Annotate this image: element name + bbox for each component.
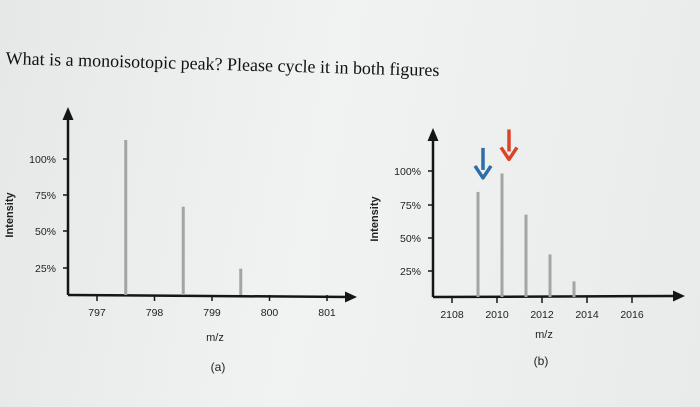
chart-a-panel-label: (a): [211, 360, 226, 374]
chart-b-red-arrow: [499, 129, 519, 162]
chart-a-peak: [181, 206, 185, 295]
chart-b-xtick-label: 2016: [620, 309, 644, 321]
chart-a-xtick-label: 797: [88, 307, 106, 319]
chart-b-ytick-label: 50%: [400, 233, 421, 245]
chart-a-ytick-label: 50%: [35, 226, 56, 238]
chart-b-xtick-label: 2012: [530, 309, 554, 321]
chart-a-ylabel: Intensity: [4, 192, 16, 238]
chart-a: Intensity 25% 50% 75% 100% 797 798 799 800 801 m…: [4, 107, 357, 374]
chart-b-panel-label: (b): [534, 354, 549, 368]
chart-a-ytick-label: 100%: [29, 154, 56, 166]
chart-a-ytick-label: 75%: [35, 190, 56, 202]
chart-b-peak: [476, 191, 480, 297]
chart-a-x-arrowhead: [345, 291, 357, 303]
chart-b-xtick-label: 2108: [440, 309, 464, 321]
chart-b-blue-arrow: [473, 147, 493, 180]
chart-b-xlabel: m/z: [535, 329, 553, 341]
chart-b-y-arrowhead: [427, 128, 439, 141]
chart-b-ytick-label: 25%: [400, 266, 421, 278]
chart-a-y-arrowhead: [62, 107, 74, 120]
chart-a-peak: [124, 140, 128, 295]
chart-a-ytick-label: 25%: [35, 263, 56, 275]
chart-a-peak: [239, 268, 243, 295]
chart-a-xtick-label: 801: [318, 307, 336, 319]
chart-a-xtick-label: 799: [203, 307, 221, 319]
chart-a-xtick-label: 800: [261, 307, 279, 319]
chart-b-ytick-label: 75%: [400, 200, 421, 212]
chart-b: Intensity 25% 50% 75% 100% 2108 2010 2012 2014 2…: [369, 128, 685, 368]
chart-b-peak: [548, 254, 552, 297]
chart-b-xtick-label: 2014: [575, 309, 599, 321]
chart-b-xtick-label: 2010: [485, 309, 509, 321]
chart-a-xlabel: m/z: [206, 332, 224, 344]
chart-a-x-axis: [67, 293, 353, 299]
chart-b-x-axis: [432, 294, 679, 299]
chart-b-peak: [572, 281, 576, 297]
chart-a-xtick-label: 798: [146, 307, 164, 319]
chart-b-peak: [524, 214, 528, 297]
chart-b-x-arrowhead: [673, 290, 685, 302]
chart-b-peak: [500, 173, 504, 297]
chart-b-ytick-label: 100%: [394, 166, 421, 178]
chart-b-ylabel: Intensity: [369, 196, 381, 242]
